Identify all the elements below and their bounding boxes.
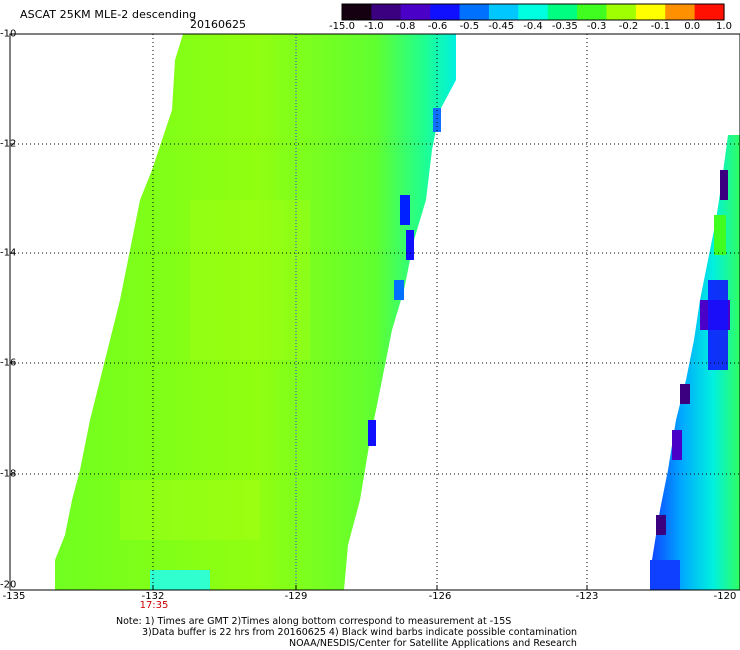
swath-edge-cell — [708, 280, 728, 370]
lat-label: -18 — [0, 468, 17, 480]
lon-label: -123 — [575, 591, 599, 602]
left-swath — [55, 34, 456, 590]
lat-label: -10 — [0, 28, 17, 40]
colorbar-segment — [342, 4, 372, 20]
lon-label: -132 — [141, 591, 165, 602]
left-swath-body — [55, 34, 456, 590]
colorbar-segment — [694, 4, 725, 20]
colorbar-label: -0.35 — [551, 21, 578, 32]
colorbar-label: -0.4 — [523, 21, 543, 32]
swath-edge-cell — [433, 108, 441, 132]
lat-label: -20 — [0, 579, 17, 591]
note-line-3: NOAA/NESDIS/Center for Satellite Applica… — [289, 638, 577, 649]
colorbar — [341, 3, 725, 21]
swath-edge-cell — [400, 195, 410, 225]
swath-patch — [120, 480, 260, 540]
colorbar-segment — [547, 4, 578, 20]
lon-label: -129 — [284, 591, 308, 602]
swath-edge-cell — [150, 570, 210, 590]
lat-label: -12 — [0, 138, 17, 150]
note-line-2: 3)Data buffer is 22 hrs from 20160625 4)… — [142, 627, 578, 638]
colorbar-label: -0.3 — [586, 21, 607, 32]
colorbar-label: -0.2 — [618, 21, 639, 32]
lat-label: -14 — [0, 247, 17, 259]
lon-label: -135 — [2, 591, 26, 602]
swath-edge-cell — [368, 420, 376, 446]
note-line-1: Note: 1) Times are GMT 2)Times along bot… — [116, 616, 512, 627]
lon-label: -120 — [713, 591, 737, 602]
swath-edge-cell — [650, 560, 680, 590]
chart-title: ASCAT 25KM MLE-2 descending — [20, 8, 197, 21]
swath-edge-cell — [714, 215, 726, 255]
colorbar-label: 0.0 — [684, 21, 701, 32]
swath-edge-cell — [720, 170, 728, 200]
colorbar-label: -0.6 — [427, 21, 448, 32]
colorbar-segment — [371, 4, 402, 20]
colorbar-segment — [459, 4, 490, 20]
lon-label: -126 — [428, 591, 452, 602]
swath-edge-cell — [406, 230, 414, 260]
swath-edge-cell — [656, 515, 666, 535]
swath-edge-cell — [672, 430, 682, 460]
swath-edge-cell — [394, 280, 404, 300]
plot-frame — [9, 33, 740, 591]
colorbar-segment — [577, 4, 608, 20]
time-label: 17:35 — [139, 600, 169, 611]
lat-label: -16 — [0, 357, 17, 369]
colorbar-segment — [400, 4, 431, 20]
colorbar-segment — [635, 4, 666, 20]
colorbar-frame — [341, 3, 725, 21]
colorbar-label: -1.0 — [364, 21, 384, 32]
chart-date: 20160625 — [190, 18, 246, 31]
colorbar-label: -0.8 — [395, 21, 416, 32]
colorbar-segment — [488, 4, 519, 20]
colorbar-label: -0.5 — [459, 21, 480, 32]
colorbar-label: -0.1 — [650, 21, 671, 32]
colorbar-segment — [665, 4, 696, 20]
colorbar-label: -0.45 — [488, 21, 515, 32]
colorbar-segment — [606, 4, 637, 20]
colorbar-label: -15.0 — [329, 21, 355, 32]
gridlines — [10, 34, 740, 590]
colorbar-label: 1.0 — [716, 21, 732, 32]
colorbar-segment — [430, 4, 461, 20]
colorbar-segment — [518, 4, 549, 20]
swath-edge-cell — [680, 384, 690, 404]
axis-ticks — [10, 143, 588, 590]
swath-patch — [190, 200, 310, 360]
